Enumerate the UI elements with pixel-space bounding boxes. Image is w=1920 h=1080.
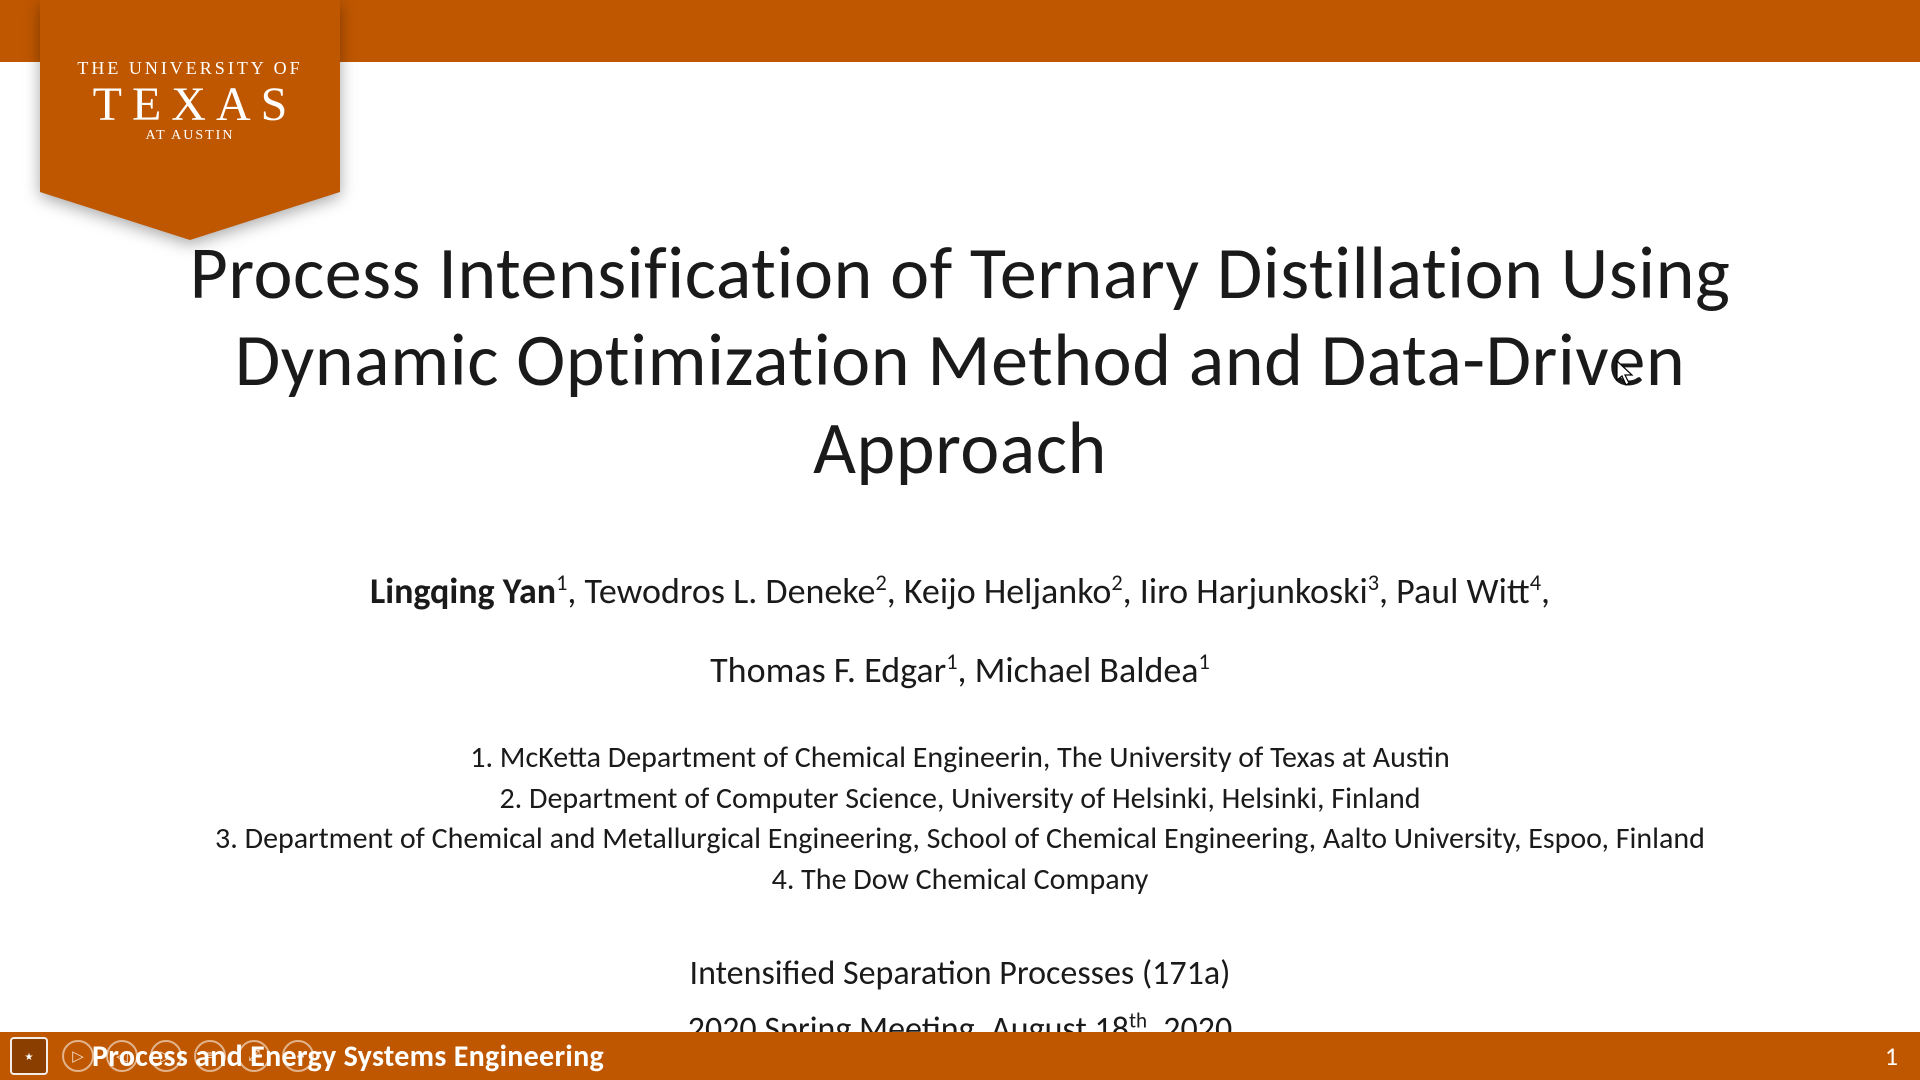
university-logo-banner: THE UNIVERSITY OF TEXAS AT AUSTIN bbox=[40, 0, 340, 240]
slide-content: Process Intensification of Ternary Disti… bbox=[0, 230, 1920, 1059]
affiliation-line: 3. Department of Chemical and Metallurgi… bbox=[0, 819, 1920, 860]
university-seal-icon: ★ bbox=[10, 1037, 48, 1075]
author-affil-sup: 1 bbox=[946, 648, 957, 675]
meeting-ordinal-sup: th bbox=[1129, 1008, 1147, 1034]
author-name: Keijo Heljanko bbox=[904, 569, 1111, 613]
affiliation-line: 4. The Dow Chemical Company bbox=[0, 860, 1920, 901]
author-name: Paul Witt bbox=[1396, 569, 1530, 613]
author-affil-sup: 2 bbox=[1111, 569, 1122, 596]
author-affil-sup: 1 bbox=[556, 569, 567, 596]
logo-line-1: THE UNIVERSITY OF bbox=[40, 58, 340, 79]
author-list: Lingqing Yan1, Tewodros L. Deneke2, Keij… bbox=[0, 552, 1920, 710]
author-name: Michael Baldea bbox=[975, 648, 1199, 692]
author-affil-sup: 1 bbox=[1199, 648, 1210, 675]
session-line-1: Intensified Separation Processes (171a) bbox=[0, 946, 1920, 1002]
author-name: Lingqing Yan bbox=[370, 569, 556, 613]
play-button[interactable]: ▷ bbox=[62, 1040, 94, 1072]
author-name: Iiro Harjunkoski bbox=[1140, 569, 1368, 613]
footer-lab-name: Process and Energy Systems Engineering bbox=[92, 1038, 604, 1075]
affiliation-line: 2. Department of Computer Science, Unive… bbox=[0, 779, 1920, 820]
author-affil-sup: 4 bbox=[1530, 569, 1541, 596]
author-name: Tewodros L. Deneke bbox=[585, 569, 876, 613]
slide-title: Process Intensification of Ternary Disti… bbox=[180, 230, 1740, 492]
author-affil-sup: 2 bbox=[875, 569, 886, 596]
affiliation-line: 1. McKetta Department of Chemical Engine… bbox=[0, 738, 1920, 779]
footer-bar: ★ ▷ ◁ ▷ ≡ ⤢ ⋯ Process and Energy Systems… bbox=[0, 1032, 1920, 1080]
affiliation-list: 1. McKetta Department of Chemical Engine… bbox=[0, 738, 1920, 900]
logo-line-2: TEXAS bbox=[40, 77, 340, 132]
logo-text-block: THE UNIVERSITY OF TEXAS AT AUSTIN bbox=[40, 58, 340, 144]
author-affil-sup: 3 bbox=[1368, 569, 1379, 596]
slide-number: 1 bbox=[1885, 1040, 1898, 1072]
author-name: Thomas F. Edgar bbox=[710, 648, 946, 692]
